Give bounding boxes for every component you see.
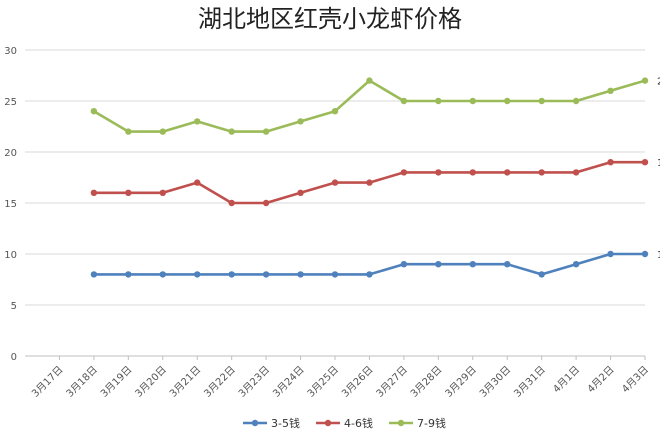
data-point: [641, 159, 649, 166]
data-point: [159, 128, 166, 135]
legend-label: 7-9钱: [417, 416, 446, 430]
data-point: [435, 169, 442, 176]
data-point: [331, 108, 339, 115]
data-point: [228, 271, 235, 278]
data-point: [366, 179, 373, 186]
y-tick-label: 15: [4, 199, 17, 210]
y-tick-label: 5: [11, 301, 17, 312]
data-point: [194, 118, 201, 125]
x-tick-label: 3月31日: [512, 364, 548, 400]
series-line-3: [93, 79, 646, 133]
data-point: [125, 271, 132, 278]
data-point: [366, 77, 373, 84]
legend-swatch-marker: [324, 419, 332, 427]
series-layer: 10 19 27: [90, 77, 660, 278]
x-tick-label: 3月25日: [305, 364, 341, 400]
legend-label: 4-6钱: [344, 416, 373, 430]
gridlines: [25, 49, 645, 357]
x-tick-label: 3月20日: [133, 364, 169, 400]
data-point: [90, 189, 98, 196]
data-point: [90, 271, 98, 278]
data-point: [400, 97, 408, 105]
data-point: [228, 128, 235, 135]
legend-item: 3-5钱: [243, 416, 300, 430]
data-point: [641, 77, 649, 84]
chart-title: 湖北地区红壳小龙虾价格: [198, 5, 462, 33]
legend-label: 3-5钱: [271, 416, 300, 430]
x-tick-label: 3月30日: [477, 364, 513, 400]
data-point: [504, 261, 511, 268]
x-tick-label: 3月22日: [202, 364, 238, 400]
data-point: [262, 128, 270, 135]
data-point: [366, 271, 373, 278]
x-tick-label: 4月2日: [585, 364, 617, 396]
data-point: [125, 128, 132, 135]
data-point: [607, 159, 614, 166]
y-tick-label: 20: [4, 148, 17, 159]
data-point: [641, 250, 649, 258]
data-point: [572, 261, 580, 268]
legend-swatch-marker: [397, 419, 405, 427]
y-tick-label: 30: [4, 46, 17, 57]
x-tick-label: 3月23日: [236, 364, 272, 400]
data-point: [469, 169, 476, 176]
data-point: [194, 179, 201, 186]
y-tick-label: 0: [11, 352, 17, 363]
x-tick-label: 3月21日: [167, 364, 203, 400]
data-point: [90, 108, 98, 115]
x-tick-label: 3月17日: [29, 364, 65, 400]
data-point: [538, 271, 545, 278]
legend-swatch-marker: [251, 419, 259, 427]
data-point: [607, 87, 614, 95]
x-tick-label: 3月27日: [374, 364, 410, 400]
data-point: [331, 179, 339, 186]
data-label-end: 19: [657, 158, 660, 169]
data-point: [435, 97, 442, 105]
legend-item: 7-9钱: [389, 416, 446, 430]
x-tick-label: 3月29日: [443, 364, 479, 400]
data-point: [262, 199, 270, 207]
data-point: [469, 97, 476, 105]
x-tick-label: 4月3日: [619, 364, 651, 396]
data-point: [400, 169, 408, 176]
data-label-end: 27: [657, 77, 660, 88]
data-point: [435, 261, 442, 268]
data-point: [607, 250, 614, 258]
data-point: [262, 271, 270, 278]
data-point: [538, 97, 545, 105]
data-point: [194, 271, 201, 278]
legend: 3-5钱 4-6钱 7-9钱: [243, 416, 446, 430]
data-point: [572, 97, 580, 105]
x-tick-label: 3月24日: [271, 364, 307, 400]
data-point: [125, 189, 132, 196]
legend-item: 4-6钱: [316, 416, 373, 430]
data-point: [228, 199, 235, 207]
data-point: [572, 169, 580, 176]
y-tick-label: 10: [4, 250, 17, 261]
data-label-end: 10: [657, 250, 660, 261]
data-point: [297, 271, 304, 278]
y-tick-label: 25: [4, 97, 17, 108]
x-tick-label: 3月18日: [64, 364, 100, 400]
data-point: [469, 261, 476, 268]
data-point: [400, 261, 408, 268]
data-point: [504, 97, 511, 105]
data-point: [159, 271, 166, 278]
x-tick-label: 3月26日: [339, 364, 375, 400]
data-point: [331, 271, 339, 278]
data-point: [297, 189, 304, 196]
data-point: [297, 118, 304, 125]
data-point: [504, 169, 511, 176]
x-tick-label: 4月1日: [551, 364, 583, 396]
x-tick-label: 3月19日: [98, 364, 134, 400]
data-point: [159, 189, 166, 196]
data-point: [538, 169, 545, 176]
x-tick-label: 3月28日: [408, 364, 444, 400]
